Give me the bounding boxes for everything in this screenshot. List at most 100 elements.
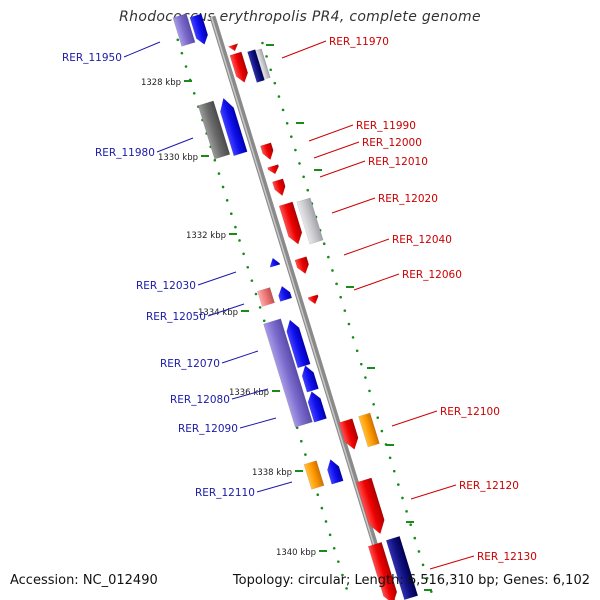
left-guide-dot (294, 148, 297, 152)
gene-arrow-light-mid[interactable] (296, 197, 324, 245)
right-guide-dot (225, 199, 229, 202)
gene-label-RER_12100[interactable]: RER_12100 (440, 406, 500, 418)
left-guide-dot (359, 362, 363, 366)
left-guide-dot (376, 416, 380, 419)
left-guide-dot (339, 295, 342, 299)
left-label-leader (256, 481, 293, 493)
gene-RER_12100-shape[interactable] (338, 418, 361, 452)
left-guide-dot (421, 563, 425, 567)
right-label-leader (410, 484, 457, 500)
gene-label-RER_12060[interactable]: RER_12060 (402, 269, 462, 281)
right-guide-dot (176, 38, 180, 42)
right-guide-dot (295, 426, 299, 430)
gene-label-RER_12090[interactable]: RER_12090 (178, 423, 238, 435)
right-guide-dot (221, 185, 225, 189)
gene-RER_11990-shape[interactable] (260, 142, 275, 162)
right-label-leader (391, 410, 438, 427)
gene-arrow-orange-right[interactable] (358, 412, 380, 448)
left-guide-dot (392, 469, 396, 473)
gene-label-RER_11980[interactable]: RER_11980 (95, 147, 155, 159)
right-guide-dot (192, 91, 196, 95)
left-guide-dot (417, 550, 421, 553)
gene-label-RER_12110[interactable]: RER_12110 (195, 487, 255, 499)
left-guide-dot (327, 255, 330, 259)
gene-label-RER_12050[interactable]: RER_12050 (146, 311, 206, 323)
right-guide-dot (262, 319, 266, 323)
gene-RER_11950-shape[interactable] (172, 13, 196, 47)
gene-label-RER_12010[interactable]: RER_12010 (368, 156, 428, 168)
right-label-leader (429, 555, 475, 570)
gene-RER_11970-shape[interactable] (229, 51, 250, 84)
scale-tick-label: 1332 kbp (186, 231, 226, 241)
right-label-leader (343, 238, 390, 256)
right-guide-dot (304, 453, 307, 456)
gene-arrow-navy-bottom[interactable] (385, 535, 419, 600)
gene-RER_12110-shape[interactable] (303, 460, 325, 490)
right-label-leader (353, 273, 400, 291)
right-guide-dot (246, 265, 250, 269)
gene-RER_12000-shape[interactable] (267, 164, 281, 176)
right-guide-dot (242, 252, 245, 256)
left-guide-dot (368, 389, 371, 393)
gene-arrow-blue-top[interactable] (189, 13, 210, 46)
left-guide-dot (355, 349, 359, 353)
gene-RER_12070-shape[interactable] (263, 318, 313, 428)
left-label-leader (123, 41, 161, 58)
left-label-leader (239, 417, 277, 429)
right-guide-dot (238, 239, 241, 242)
scale-tick-label: 1340 kbp (276, 548, 316, 558)
right-guide-dot (217, 172, 221, 175)
gene-label-RER_12080[interactable]: RER_12080 (170, 394, 230, 406)
left-guide-dot (273, 81, 277, 85)
gene-RER_12060-shape[interactable] (307, 294, 320, 306)
gene-RER_12040-shape[interactable] (294, 256, 311, 276)
gene-RER_12030-shape[interactable] (268, 257, 281, 268)
gene-arrow-light-top[interactable] (255, 48, 271, 80)
gene-label-RER_11970[interactable]: RER_11970 (329, 36, 389, 48)
right-label-leader (319, 160, 366, 178)
gene-arrow-blue-12110[interactable] (325, 458, 344, 485)
right-guide-dot (254, 292, 258, 296)
gene-label-RER_12120[interactable]: RER_12120 (459, 480, 519, 492)
left-guide-dot (409, 523, 412, 527)
gene-label-RER_12020[interactable]: RER_12020 (378, 193, 438, 205)
gene-RER_12130-shape[interactable] (367, 541, 400, 600)
gene-arrow-blue-1980[interactable] (217, 96, 248, 157)
scale-tick-label: 1336 kbp (229, 388, 269, 398)
right-guide-dot (324, 520, 328, 523)
gene-arrow-blue-12070[interactable] (284, 318, 311, 369)
left-guide-dot (285, 121, 289, 125)
gene-RER_12050-shape[interactable] (257, 287, 275, 307)
right-guide-dot (320, 506, 324, 510)
genome-backbone-highlight (210, 16, 392, 600)
gene-arrow-small-red-top[interactable] (227, 43, 239, 53)
gene-arrow-blue-12050[interactable] (276, 285, 293, 302)
right-guide-dot (328, 533, 332, 537)
gene-RER_12120-shape[interactable] (355, 477, 388, 536)
gene-RER_12020-shape[interactable] (278, 201, 305, 246)
gene-RER_11980-shape[interactable] (197, 100, 231, 160)
right-label-leader (281, 40, 327, 59)
gene-label-RER_12070[interactable]: RER_12070 (160, 358, 220, 370)
left-guide-dot (347, 322, 351, 326)
right-label-leader (308, 124, 354, 142)
gene-arrow-navy-top[interactable] (247, 49, 265, 83)
right-guide-dot (180, 51, 184, 55)
left-guide-dot (372, 402, 375, 406)
gene-RER_12090-shape[interactable] (305, 390, 327, 423)
gene-RER_12080-shape[interactable] (299, 364, 319, 393)
right-guide-dot (345, 587, 348, 590)
genome-backbone (209, 15, 396, 600)
gene-label-RER_12040[interactable]: RER_12040 (392, 234, 452, 246)
gene-label-RER_12000[interactable]: RER_12000 (362, 137, 422, 149)
accession-label: Accession: NC_012490 (10, 573, 158, 588)
left-guide-dot (401, 496, 404, 500)
gene-label-RER_12130[interactable]: RER_12130 (477, 551, 537, 563)
gene-label-RER_11990[interactable]: RER_11990 (356, 120, 416, 132)
gene-label-RER_11950[interactable]: RER_11950 (62, 52, 122, 64)
left-guide-dot (331, 269, 334, 272)
left-label-leader (207, 303, 245, 317)
gene-RER_12010-shape[interactable] (272, 178, 287, 198)
gene-label-RER_12030[interactable]: RER_12030 (136, 280, 196, 292)
